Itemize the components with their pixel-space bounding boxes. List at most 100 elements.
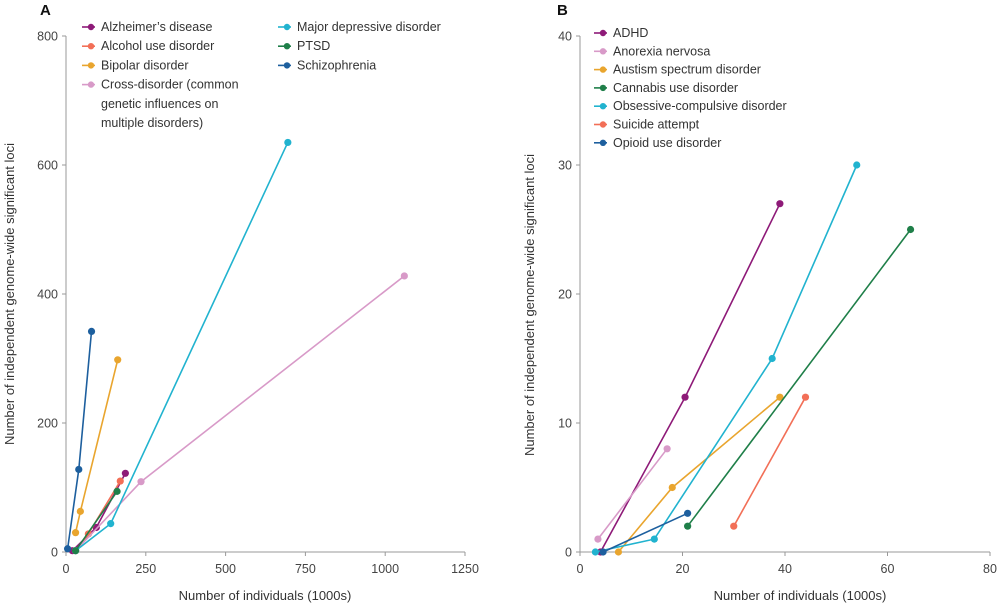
data-point bbox=[71, 529, 80, 537]
x-tick-label: 250 bbox=[135, 562, 156, 576]
data-point bbox=[730, 522, 738, 530]
legend-item: PTSD bbox=[278, 39, 330, 53]
data-point bbox=[113, 487, 121, 495]
panel-a: A Number of independent genome-wide sign… bbox=[2, 2, 479, 603]
series-line bbox=[733, 396, 807, 527]
legend-label: Major depressive disorder bbox=[297, 20, 441, 34]
y-tick-label: 600 bbox=[37, 159, 58, 173]
series-cross-disorder-common-genetic-influences-on-multiple-disorders bbox=[71, 272, 408, 555]
legend-item: Alzheimer’s disease bbox=[82, 20, 212, 34]
series-opioid-use-disorder bbox=[599, 509, 692, 556]
legend-item: Austism spectrum disorder bbox=[594, 63, 761, 77]
y-tick-label: 10 bbox=[558, 417, 572, 431]
y-tick-label: 40 bbox=[558, 30, 572, 44]
panel-b-x-axis-label: Number of individuals (1000s) bbox=[714, 588, 887, 603]
data-point bbox=[63, 545, 72, 553]
legend-label: Obsessive-compulsive disorder bbox=[613, 99, 787, 113]
series-line bbox=[597, 448, 668, 540]
legend-label: Bipolar disorder bbox=[101, 58, 189, 72]
x-tick-label: 0 bbox=[577, 562, 584, 576]
legend-label: Cross-disorder (common bbox=[101, 78, 239, 92]
y-tick-label: 0 bbox=[565, 546, 572, 560]
series-adhd bbox=[596, 200, 784, 556]
data-point bbox=[87, 327, 96, 336]
data-point bbox=[400, 272, 408, 280]
panel-b: B Number of independent genome-wide sign… bbox=[522, 2, 997, 603]
series-line bbox=[686, 229, 912, 527]
x-tick-label: 40 bbox=[778, 562, 792, 576]
x-tick-label: 60 bbox=[881, 562, 895, 576]
data-point bbox=[684, 522, 692, 530]
legend-label: PTSD bbox=[297, 39, 330, 53]
y-tick-label: 400 bbox=[37, 288, 58, 302]
legend-swatch-dot bbox=[599, 139, 607, 146]
legend-label: Suicide attempt bbox=[613, 118, 700, 132]
legend-swatch-dot bbox=[283, 43, 291, 50]
data-point bbox=[684, 509, 692, 517]
legend-item: Schizophrenia bbox=[278, 58, 376, 72]
data-point bbox=[906, 225, 915, 234]
data-point bbox=[668, 483, 676, 492]
panel-b-ticks: 0 20 40 60 80 0 10 20 30 40 bbox=[558, 30, 997, 577]
series-line bbox=[75, 142, 289, 552]
legend-item: Cross-disorder (common genetic influences… bbox=[82, 78, 239, 130]
series-line bbox=[74, 490, 118, 552]
x-tick-label: 1000 bbox=[371, 562, 399, 576]
legend-swatch-dot bbox=[87, 43, 95, 50]
series-austism-spectrum-disorder bbox=[614, 393, 784, 556]
panel-a-series bbox=[63, 138, 408, 555]
x-tick-label: 20 bbox=[676, 562, 690, 576]
x-tick-label: 500 bbox=[215, 562, 236, 576]
legend-swatch-dot bbox=[599, 29, 607, 37]
panel-a-y-axis-label: Number of independent genome-wide signif… bbox=[2, 143, 17, 445]
data-point bbox=[681, 393, 689, 401]
legend-swatch-dot bbox=[283, 62, 291, 69]
data-point bbox=[801, 393, 810, 401]
series-ptsd bbox=[71, 487, 121, 555]
y-tick-label: 0 bbox=[51, 546, 58, 560]
series-line bbox=[75, 275, 405, 552]
legend-label: ADHD bbox=[613, 26, 648, 40]
data-point bbox=[92, 523, 100, 532]
data-point bbox=[75, 465, 83, 474]
legend-swatch-dot bbox=[599, 66, 607, 73]
legend-item: Bipolar disorder bbox=[82, 58, 189, 72]
legend-item: Suicide attempt bbox=[594, 118, 700, 132]
legend-item: Cannabis use disorder bbox=[594, 81, 738, 95]
data-point bbox=[776, 393, 784, 401]
legend-item: ADHD bbox=[594, 26, 648, 40]
legend-swatch-dot bbox=[599, 103, 607, 110]
legend-label: Cannabis use disorder bbox=[613, 81, 738, 95]
series-line bbox=[595, 164, 858, 553]
data-point bbox=[121, 469, 129, 477]
x-tick-label: 80 bbox=[983, 562, 997, 576]
data-point bbox=[137, 478, 145, 486]
legend-swatch-dot bbox=[87, 62, 95, 69]
data-point bbox=[663, 445, 671, 453]
data-point bbox=[650, 535, 658, 543]
x-tick-label: 0 bbox=[63, 562, 70, 576]
data-point bbox=[591, 548, 599, 556]
panel-a-letter: A bbox=[40, 2, 51, 19]
y-tick-label: 200 bbox=[37, 417, 58, 431]
data-point bbox=[284, 138, 292, 147]
data-point bbox=[76, 507, 84, 515]
y-tick-label: 20 bbox=[558, 288, 572, 302]
data-point bbox=[614, 548, 623, 556]
legend-item: Obsessive-compulsive disorder bbox=[594, 99, 787, 113]
x-tick-label: 1250 bbox=[451, 562, 479, 576]
legend-label: Schizophrenia bbox=[297, 58, 376, 72]
data-point bbox=[71, 547, 80, 555]
series-obsessive-compulsive-disorder bbox=[591, 161, 861, 556]
legend-label: Alcohol use disorder bbox=[101, 39, 214, 53]
legend-label: Austism spectrum disorder bbox=[613, 63, 761, 77]
legend-swatch-dot bbox=[283, 23, 291, 31]
legend-label: Opioid use disorder bbox=[613, 136, 721, 150]
data-point bbox=[116, 477, 124, 485]
data-point bbox=[768, 354, 776, 363]
legend-item: Anorexia nervosa bbox=[594, 44, 710, 58]
legend-label: Anorexia nervosa bbox=[613, 44, 710, 58]
panel-a-x-axis-label: Number of individuals (1000s) bbox=[179, 588, 352, 603]
series-anorexia-nervosa bbox=[594, 445, 671, 543]
